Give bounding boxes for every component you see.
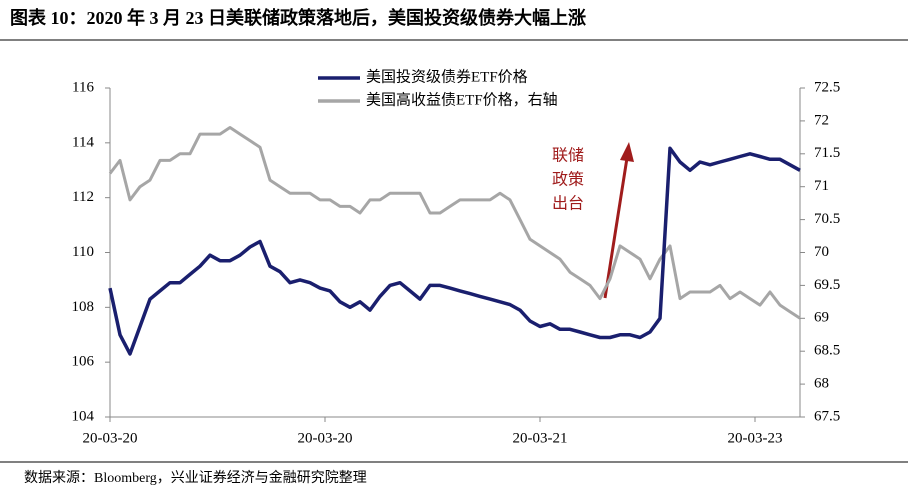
y-tick-label: 112 [72,189,94,205]
legend-label: 美国投资级债券ETF价格 [366,68,528,85]
y2-tick-label: 68.5 [814,343,840,359]
x-tick-label: 20-03-20 [298,430,353,446]
annotation-text: 政策 [552,171,584,189]
y2-tick-label: 69.5 [814,277,840,293]
source-note: 数据来源：Bloomberg，兴业证券经济与金融研究院整理 [24,470,367,486]
legend-label: 美国高收益债ETF价格，右轴 [366,91,558,108]
series-line [108,146,801,356]
y2-tick-label: 69 [814,310,829,326]
y2-tick-label: 71.5 [814,145,840,161]
x-tick-label: 20-03-23 [728,430,783,446]
y-tick-label: 106 [72,354,95,370]
y2-tick-label: 68 [814,376,829,392]
annotation-text: 联储 [552,147,584,165]
y-tick-label: 110 [72,244,94,260]
y-tick-label: 108 [72,299,95,315]
annotation-arrowhead [620,142,634,162]
y2-tick-label: 70 [814,244,829,260]
y2-tick-label: 70.5 [814,211,840,227]
x-tick-label: 20-03-21 [513,430,568,446]
chart-title: 图表 10：2020 年 3 月 23 日美联储政策落地后，美国投资级债券大幅上… [10,7,586,28]
annotation-text: 出台 [552,195,584,213]
y2-tick-label: 72.5 [814,79,840,95]
y-tick-label: 114 [72,134,94,150]
x-tick-label: 20-03-20 [83,430,138,446]
series-line [108,126,801,320]
annotation-arrow [603,157,629,299]
y2-tick-label: 67.5 [814,408,840,424]
y2-tick-label: 72 [814,112,829,128]
y-tick-label: 104 [72,408,95,424]
y-tick-label: 116 [72,79,94,95]
y2-tick-label: 71 [814,178,829,194]
